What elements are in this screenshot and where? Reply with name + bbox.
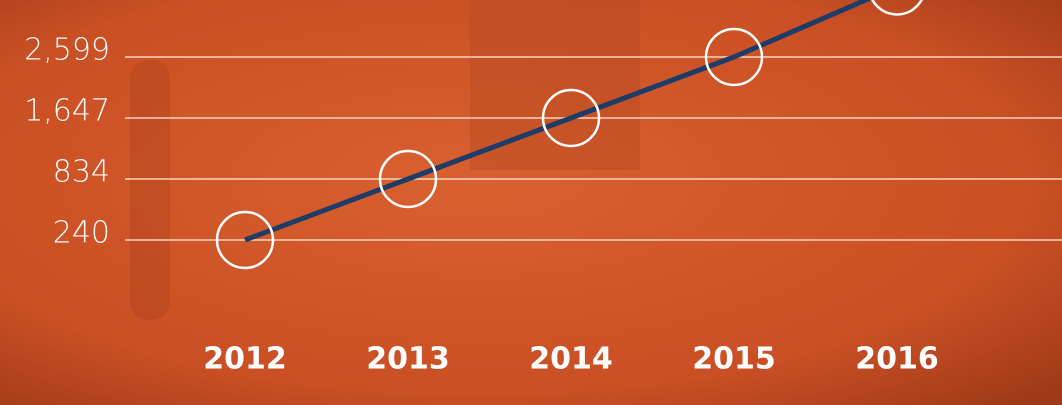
page: {"chart_data": {"type": "line", "categor…: [0, 0, 1062, 405]
y-tick-label: 2,599: [24, 33, 110, 68]
x-tick-label: 2016: [855, 342, 939, 377]
x-tick-label: 2013: [366, 342, 450, 377]
chart: 240 834 1,647 2,599 2012 2013 2014 2015 2016: [0, 0, 1062, 405]
y-tick-label: 834: [53, 155, 110, 190]
y-tick-label: 240: [53, 216, 110, 251]
x-tick-label: 2015: [692, 342, 776, 377]
y-tick-label: 1,647: [24, 94, 110, 129]
x-tick-label: 2014: [529, 342, 613, 377]
x-tick-label: 2012: [203, 342, 287, 377]
photo-shade: [130, 60, 170, 320]
